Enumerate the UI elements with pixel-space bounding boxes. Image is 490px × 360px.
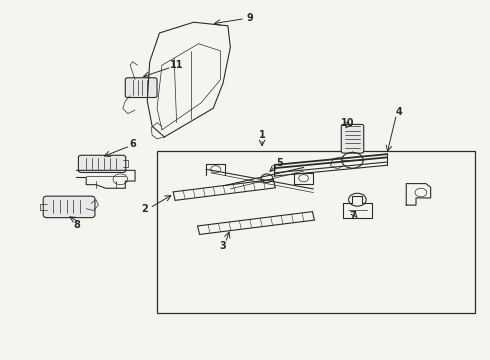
- Text: 9: 9: [246, 13, 253, 23]
- Text: 5: 5: [276, 158, 283, 168]
- FancyBboxPatch shape: [125, 78, 157, 98]
- Text: 4: 4: [395, 107, 402, 117]
- Text: 1: 1: [259, 130, 266, 140]
- FancyBboxPatch shape: [341, 125, 364, 153]
- Text: 6: 6: [129, 139, 136, 149]
- Text: 11: 11: [170, 60, 183, 70]
- Text: 2: 2: [142, 204, 148, 214]
- FancyBboxPatch shape: [43, 196, 95, 218]
- FancyBboxPatch shape: [78, 155, 126, 172]
- Text: 10: 10: [341, 118, 354, 128]
- Text: 7: 7: [349, 211, 356, 221]
- Bar: [157, 151, 475, 313]
- Text: 3: 3: [220, 241, 226, 251]
- Text: 8: 8: [73, 220, 80, 230]
